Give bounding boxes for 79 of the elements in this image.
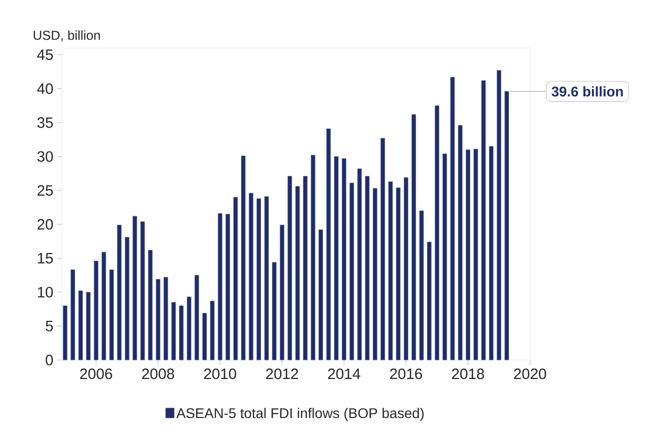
y-tick-label: 5 (46, 320, 53, 332)
x-tick-label: 2020 (514, 368, 546, 380)
bar (218, 213, 222, 360)
bar (102, 252, 106, 360)
bar (357, 168, 362, 360)
bar (434, 105, 440, 360)
bar (140, 221, 145, 360)
bar (474, 148, 478, 360)
annotation: 39.6 billion (552, 86, 623, 97)
bar (109, 270, 114, 360)
bar (164, 277, 168, 360)
bar (202, 313, 207, 360)
bar (264, 196, 269, 360)
bar (171, 302, 176, 360)
bar (450, 77, 455, 360)
y-tick-label: 45 (37, 50, 53, 60)
y-tick-label: 20 (38, 219, 53, 230)
bar (272, 262, 276, 360)
bar (442, 154, 447, 360)
bar (365, 176, 370, 360)
bar (78, 290, 83, 360)
bar (156, 279, 160, 360)
bar (124, 237, 130, 360)
bar (86, 292, 90, 360)
bar (132, 216, 137, 360)
bar (404, 177, 408, 360)
bar (318, 230, 323, 360)
y-tick-label: 30 (37, 151, 53, 162)
bar (458, 125, 462, 360)
bar (504, 91, 509, 360)
bar (280, 224, 284, 360)
y-tick-label: 25 (38, 185, 53, 196)
bar (62, 306, 68, 360)
bar (94, 260, 98, 360)
bar (288, 176, 292, 360)
bar (194, 275, 199, 360)
bar (419, 210, 424, 360)
x-tick-label: 2014 (328, 368, 360, 380)
bar (233, 197, 238, 360)
x-tick-label: 2018 (452, 368, 484, 380)
y-tick-label: 35 (37, 117, 53, 128)
bar (396, 188, 400, 360)
y-tick-label: 0 (46, 354, 53, 366)
bar (117, 224, 122, 360)
legend-label: ASEAN-5 total FDI inflows (BOP based) (176, 408, 424, 421)
x-tick-label: 2016 (390, 368, 422, 380)
bar (342, 158, 346, 360)
bar (350, 182, 354, 360)
bar (303, 176, 308, 360)
y-tick-label: 40 (37, 83, 53, 94)
bar (210, 300, 214, 360)
bar (241, 156, 246, 360)
x-tick-label: 2006 (80, 368, 112, 380)
y-axis-title: USD, billion (34, 30, 100, 42)
bar (256, 198, 261, 360)
bar (148, 250, 152, 360)
bar (372, 188, 378, 360)
bar (179, 306, 184, 360)
bar (334, 156, 338, 360)
bar (466, 150, 470, 360)
bar (310, 155, 316, 360)
bar (481, 80, 486, 360)
bar (248, 192, 254, 360)
bar (326, 128, 331, 360)
bar (380, 138, 385, 360)
x-tick-label: 2010 (204, 368, 236, 380)
x-tick-label: 2012 (266, 368, 298, 380)
x-tick-label: 2008 (142, 368, 174, 380)
bar (412, 114, 416, 360)
bar (388, 181, 393, 360)
bar (226, 214, 230, 360)
bar (427, 242, 432, 360)
y-tick-label: 10 (38, 286, 53, 298)
bar (295, 186, 300, 360)
bar (496, 70, 502, 360)
bar (489, 146, 494, 360)
bar (70, 270, 76, 360)
bar (186, 296, 192, 360)
y-tick-label: 15 (38, 253, 53, 264)
